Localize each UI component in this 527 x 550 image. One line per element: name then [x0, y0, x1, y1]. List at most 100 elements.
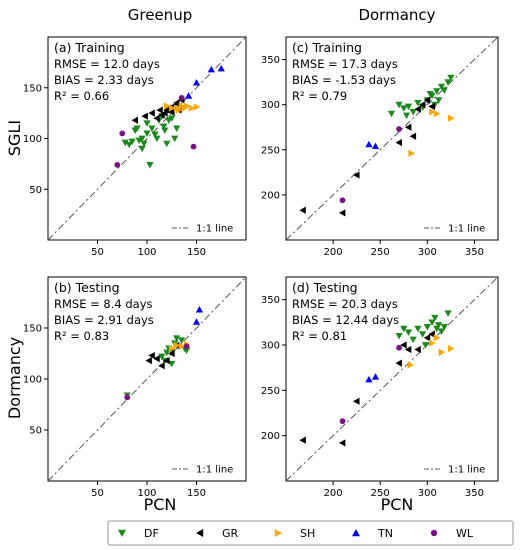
panel-c-point-sh — [433, 110, 441, 118]
panel-d-stat: R² = 0.81 — [292, 329, 347, 343]
panel-a-stat: BIAS = 2.33 days — [54, 73, 154, 87]
panel-d-point-wl — [396, 344, 402, 351]
panel-d-point-df — [444, 310, 452, 317]
panel-d-point-df — [414, 325, 422, 333]
panel-a-point-df — [151, 131, 159, 139]
panel-b-point-gr — [168, 349, 175, 358]
panel-d-point-df — [435, 322, 443, 329]
panel-a-point-tn — [184, 92, 193, 99]
panel-b-point-gr — [163, 357, 170, 365]
panel-a-point-df — [171, 135, 179, 143]
panel-c-ytick-label: 200 — [261, 190, 280, 201]
panel-b-stat: BIAS = 2.91 days — [54, 313, 154, 327]
panel-c-point-gr — [395, 138, 402, 147]
panel-a-point-df — [133, 125, 141, 132]
panel-b-point-gr — [145, 357, 152, 365]
panel-c-stat: R² = 0.79 — [292, 89, 347, 103]
panel-b-line-legend-label: 1:1 line — [196, 465, 233, 476]
panel-c-stat: BIAS = -1.53 days — [292, 73, 396, 87]
legend-marker-sh — [274, 529, 282, 537]
panel-c-point-gr — [338, 209, 346, 217]
panel-d-point-sh — [407, 361, 414, 369]
panel-c-point-gr — [353, 171, 360, 179]
panel-d-point-gr — [395, 359, 402, 367]
panel-b-stat: R² = 0.83 — [54, 329, 109, 343]
panel-a-point-sh — [188, 104, 196, 112]
panel-c-point-gr — [419, 101, 426, 109]
panel-b-ytick-label: 150 — [23, 324, 42, 335]
panel-b-point-sh — [178, 342, 186, 350]
panel-a-point-gr — [173, 99, 180, 107]
panel-a-point-df — [128, 138, 136, 146]
panel-a-stat: R² = 0.66 — [54, 89, 109, 103]
panel-c-point-df — [400, 105, 408, 112]
panel-c-point-df — [435, 97, 443, 104]
panel-d-point-df — [431, 314, 439, 322]
panel-b-point-gr — [153, 355, 160, 363]
panel-b-identity-line — [47, 276, 247, 482]
panel-a-point-df — [138, 135, 146, 143]
panel-b-ytick-label: 100 — [23, 375, 42, 386]
panel-d-ytick-label: 200 — [261, 431, 280, 442]
panel-d-xtick-label: 250 — [371, 488, 390, 499]
legend-marker-wl — [430, 529, 438, 537]
panel-a-point-sh — [163, 102, 171, 110]
panel-a-point-gr — [148, 109, 155, 117]
panel-b-point-tn — [192, 318, 201, 325]
panel-a-point-sh — [183, 102, 191, 110]
x-axis-label-left: PCN — [144, 495, 177, 514]
panel-b-point-df — [183, 347, 191, 355]
panel-d-point-df — [440, 323, 448, 331]
panel-c-ytick-label: 250 — [261, 145, 280, 156]
panel-c-point-df — [433, 88, 441, 95]
panel-c-point-sh — [408, 149, 415, 157]
panel-d: 200 250 300 350 200 250 300 350 (d) Testing RMSE … — [261, 276, 499, 499]
panels: 50 100 150 50 100 150 (a) Training RMSE = 12.0 … — [23, 36, 499, 499]
panel-c-xtick-label: 250 — [371, 247, 390, 258]
panel-c-point-gr — [423, 96, 431, 104]
panel-a-point-df — [161, 127, 169, 134]
legend-marker-tn — [352, 529, 360, 537]
panel-b-point-sh — [168, 344, 176, 352]
panel-a-ytick-label: 50 — [29, 185, 42, 196]
legend-label-sh: SH — [300, 527, 315, 540]
panel-c-title: (c) Training — [292, 40, 362, 55]
panel-a-point-tn — [207, 65, 215, 73]
panel-c-point-df — [447, 74, 455, 82]
panel-c-point-tn — [371, 142, 380, 150]
panel-a-point-wl — [178, 95, 185, 101]
legend-label-gr: GR — [222, 527, 239, 540]
panel-a-point-gr — [153, 114, 160, 122]
panel-b-point-tn — [195, 306, 204, 313]
panel-d-point-sh — [433, 334, 441, 342]
panel-d-point-gr — [338, 439, 346, 447]
panel-d-point-df — [421, 342, 430, 349]
panel-d-line-legend-label: 1:1 line — [448, 465, 485, 476]
panel-c-point-wl — [396, 126, 402, 132]
panel-a-point-df — [143, 120, 151, 127]
panel-c-point-sh — [429, 108, 436, 116]
panel-d-point-df — [404, 329, 413, 336]
panel-d-point-df — [400, 325, 408, 333]
panel-d-point-wl — [339, 418, 346, 425]
panel-a-title: (a) Training — [54, 40, 125, 55]
legend-marker-gr — [196, 529, 204, 537]
panel-d-point-gr — [400, 341, 407, 349]
panel-d-ytick-label: 300 — [261, 341, 280, 352]
panel-b-point-wl — [124, 394, 131, 401]
panel-d-point-gr — [299, 436, 306, 444]
panel-b-point-df — [173, 335, 181, 342]
panel-c-point-df — [428, 92, 436, 100]
panel-b-xtick-label: 100 — [137, 488, 156, 499]
panel-a-point-tn — [192, 79, 201, 86]
panel-d-point-df — [395, 333, 403, 340]
panel-b: 50 100 150 50 100 150 (b) Testing RMSE = 8.4 da… — [23, 276, 247, 499]
panel-a-point-df — [173, 125, 181, 132]
panel-b-ytick-label: 50 — [29, 426, 42, 437]
panel-c-point-gr — [409, 132, 417, 140]
legend-label-df: DF — [144, 527, 159, 540]
panel-a-xtick-label: 50 — [91, 247, 104, 258]
row-label-dormancy: Dormancy — [5, 337, 24, 419]
panel-b-point-gr — [158, 362, 165, 370]
